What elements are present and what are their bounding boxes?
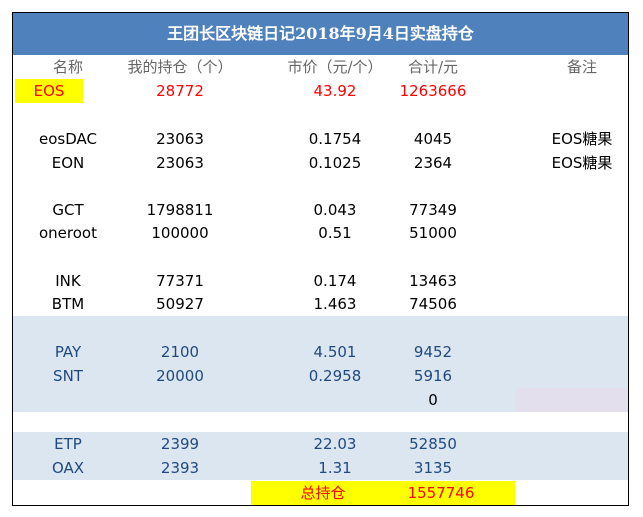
cell-holding: 28772 xyxy=(156,82,204,100)
cell-holding: 100000 xyxy=(151,224,209,242)
cell-total: 51000 xyxy=(409,224,457,242)
cell-name: ETP xyxy=(54,435,82,453)
cell-total: 77349 xyxy=(409,201,457,219)
cell-price: 0.1025 xyxy=(308,154,362,172)
cell-price: 0.51 xyxy=(318,224,352,242)
spreadsheet: 王团长区块链日记2018年9月4日实盘持仓 名称 我的持仓（个） 市价（元/个）… xyxy=(12,12,629,506)
cell-holding: 23063 xyxy=(156,130,204,148)
cell-total: 74506 xyxy=(409,295,457,313)
sheet-title: 王团长区块链日记2018年9月4日实盘持仓 xyxy=(13,13,628,55)
cell-price: 0.2958 xyxy=(308,367,362,385)
cell-name: INK xyxy=(55,272,81,290)
table-row: PAY 2100 4.501 9452 xyxy=(13,340,628,364)
cell-price: 1.31 xyxy=(318,459,352,477)
table-row: INK 77371 0.174 13463 xyxy=(13,269,628,293)
cell-holding: 1798811 xyxy=(146,201,214,219)
cell-total: 5916 xyxy=(413,367,453,385)
shaded-band xyxy=(13,316,628,340)
cell-name: SNT xyxy=(53,367,83,385)
header-price: 市价（元/个） xyxy=(287,58,383,76)
blank-band xyxy=(13,412,628,432)
table-row: GCT 1798811 0.043 77349 xyxy=(13,198,628,222)
cell-price: 0.174 xyxy=(313,272,357,290)
cell-total: 1263666 xyxy=(399,82,467,100)
cell-total: 13463 xyxy=(409,272,457,290)
cell-holding: 77371 xyxy=(156,272,204,290)
cell-holding: 50927 xyxy=(156,295,204,313)
cell-name: EON xyxy=(51,154,85,172)
cell-total: 0 xyxy=(428,391,438,409)
table-row: SNT 20000 0.2958 5916 xyxy=(13,364,628,388)
header-name: 名称 xyxy=(52,58,83,76)
cell-note: EOS糖果 xyxy=(551,154,613,172)
cell-holding: 2100 xyxy=(160,343,200,361)
header-holding: 我的持仓（个） xyxy=(127,58,233,76)
shaded-band xyxy=(13,340,628,388)
cell-total: 4045 xyxy=(413,130,453,148)
cell-name: EOS xyxy=(15,79,83,103)
cell-name: eosDAC xyxy=(39,130,97,148)
cell-total: 9452 xyxy=(413,343,453,361)
header-note: 备注 xyxy=(566,58,597,76)
cell-holding: 2399 xyxy=(160,435,200,453)
cell-total: 2364 xyxy=(413,154,453,172)
cell-price: 0.043 xyxy=(313,201,357,219)
cell-note: EOS糖果 xyxy=(551,130,613,148)
cell-name: oneroot xyxy=(39,224,97,242)
table-row: EOS 28772 43.92 1263666 xyxy=(13,79,628,103)
cell-name: GCT xyxy=(52,201,84,219)
cell-holding: 23063 xyxy=(156,154,204,172)
table-row: eosDAC 23063 0.1754 4045 EOS糖果 xyxy=(13,127,628,151)
footer-highlight xyxy=(251,481,515,505)
cell-price: 43.92 xyxy=(313,82,357,100)
table-row: 0 xyxy=(13,388,628,412)
header-total: 合计/元 xyxy=(407,58,459,76)
table-row: ETP 2399 22.03 52850 xyxy=(13,432,628,456)
cell-price: 0.1754 xyxy=(308,130,362,148)
highlight-cell xyxy=(515,388,628,412)
cell-total: 52850 xyxy=(409,435,457,453)
cell-price: 22.03 xyxy=(313,435,357,453)
header-row: 名称 我的持仓（个） 市价（元/个） 合计/元 备注 xyxy=(13,55,628,79)
cell-holding: 2393 xyxy=(160,459,200,477)
cell-name: BTM xyxy=(51,295,85,313)
footer-total: 1557746 xyxy=(407,484,475,502)
shaded-band xyxy=(13,432,628,480)
cell-holding: 20000 xyxy=(156,367,204,385)
cell-price: 4.501 xyxy=(313,343,357,361)
footer-label: 总持仓 xyxy=(300,484,346,502)
table-row: oneroot 100000 0.51 51000 xyxy=(13,221,628,245)
table-row: BTM 50927 1.463 74506 xyxy=(13,292,628,316)
table-row: EON 23063 0.1025 2364 EOS糖果 xyxy=(13,151,628,175)
table-row: OAX 2393 1.31 3135 xyxy=(13,456,628,480)
footer-row: 总持仓 1557746 xyxy=(13,481,628,505)
cell-price: 1.463 xyxy=(313,295,357,313)
cell-name: OAX xyxy=(51,459,85,477)
cell-name: PAY xyxy=(54,343,82,361)
cell-total: 3135 xyxy=(413,459,453,477)
